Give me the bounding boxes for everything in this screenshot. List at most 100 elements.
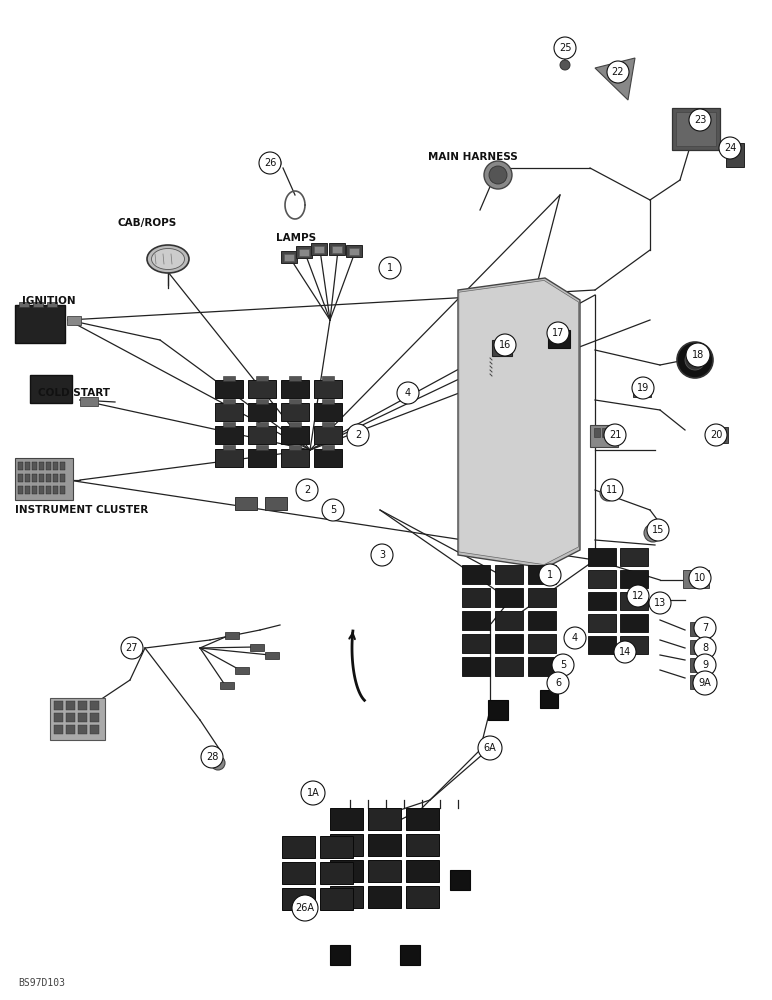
Bar xyxy=(690,675,710,689)
Bar xyxy=(80,397,98,406)
Text: 8: 8 xyxy=(702,643,708,653)
Bar xyxy=(47,302,57,307)
Bar xyxy=(248,380,276,398)
Bar xyxy=(32,486,37,494)
Circle shape xyxy=(397,382,419,404)
Bar xyxy=(406,886,439,908)
Text: 19: 19 xyxy=(637,383,649,393)
Bar xyxy=(18,486,23,494)
Bar xyxy=(60,486,65,494)
Bar xyxy=(588,636,616,654)
Bar xyxy=(256,399,268,404)
Circle shape xyxy=(201,746,223,768)
Bar xyxy=(588,592,616,610)
Bar xyxy=(630,590,646,602)
Bar xyxy=(540,690,558,708)
Bar xyxy=(588,548,616,566)
Circle shape xyxy=(694,637,716,659)
Bar xyxy=(39,486,44,494)
Bar xyxy=(368,834,401,856)
Bar xyxy=(60,462,65,470)
Bar xyxy=(46,474,51,482)
Bar xyxy=(462,588,490,607)
Circle shape xyxy=(296,479,318,501)
Bar xyxy=(690,622,710,636)
Bar xyxy=(495,634,523,653)
Bar xyxy=(610,428,616,437)
Bar xyxy=(346,245,362,257)
Bar xyxy=(652,597,668,609)
Bar xyxy=(320,888,353,910)
Bar xyxy=(256,445,268,450)
Bar xyxy=(528,657,556,676)
Bar xyxy=(329,243,345,255)
Text: 20: 20 xyxy=(709,430,722,440)
Bar xyxy=(248,403,276,421)
Bar xyxy=(282,836,315,858)
Ellipse shape xyxy=(147,245,189,273)
Text: 2: 2 xyxy=(355,430,361,440)
Bar xyxy=(19,302,29,307)
Bar xyxy=(235,497,257,510)
Bar xyxy=(349,248,359,255)
Text: 1: 1 xyxy=(387,263,393,273)
Bar xyxy=(54,713,63,722)
Text: 4: 4 xyxy=(572,633,578,643)
Bar xyxy=(683,570,709,588)
Bar xyxy=(33,302,43,307)
Circle shape xyxy=(705,424,727,446)
Circle shape xyxy=(554,37,576,59)
Bar xyxy=(330,834,363,856)
Circle shape xyxy=(564,627,586,649)
Bar xyxy=(54,701,63,710)
Circle shape xyxy=(560,60,570,70)
Text: 6: 6 xyxy=(555,678,561,688)
Bar xyxy=(289,445,301,450)
Bar xyxy=(30,375,72,403)
Text: 9A: 9A xyxy=(699,678,711,688)
Bar xyxy=(690,658,710,672)
Bar xyxy=(235,667,249,674)
Bar xyxy=(53,486,58,494)
Bar xyxy=(256,422,268,427)
Bar xyxy=(330,808,363,830)
Text: LAMPS: LAMPS xyxy=(276,233,316,243)
Bar xyxy=(90,713,99,722)
Bar xyxy=(495,588,523,607)
Bar xyxy=(289,422,301,427)
Bar xyxy=(46,462,51,470)
Circle shape xyxy=(604,424,626,446)
Bar xyxy=(322,445,334,450)
Text: 6A: 6A xyxy=(483,743,496,753)
Bar xyxy=(618,645,634,657)
Bar xyxy=(25,474,30,482)
Bar xyxy=(78,701,87,710)
Text: 17: 17 xyxy=(552,328,564,338)
Circle shape xyxy=(489,166,507,184)
Bar xyxy=(588,614,616,632)
Circle shape xyxy=(632,377,654,399)
Bar xyxy=(223,399,235,404)
Text: 9: 9 xyxy=(702,660,708,670)
Circle shape xyxy=(719,137,741,159)
Bar xyxy=(223,422,235,427)
Circle shape xyxy=(478,736,502,760)
Text: 21: 21 xyxy=(609,430,621,440)
Bar xyxy=(332,246,342,253)
Bar xyxy=(15,305,65,343)
Text: 26: 26 xyxy=(264,158,276,168)
Circle shape xyxy=(547,322,569,344)
Text: 5: 5 xyxy=(560,660,566,670)
Text: 18: 18 xyxy=(692,350,704,360)
Text: INSTRUMENT CLUSTER: INSTRUMENT CLUSTER xyxy=(15,505,148,515)
Bar xyxy=(66,725,75,734)
Text: 4: 4 xyxy=(405,388,411,398)
Bar xyxy=(281,403,309,421)
Bar xyxy=(54,725,63,734)
Bar xyxy=(314,426,342,444)
Bar xyxy=(289,399,301,404)
Bar xyxy=(53,462,58,470)
Circle shape xyxy=(677,342,713,378)
Bar xyxy=(15,458,73,500)
Text: 2: 2 xyxy=(304,485,310,495)
